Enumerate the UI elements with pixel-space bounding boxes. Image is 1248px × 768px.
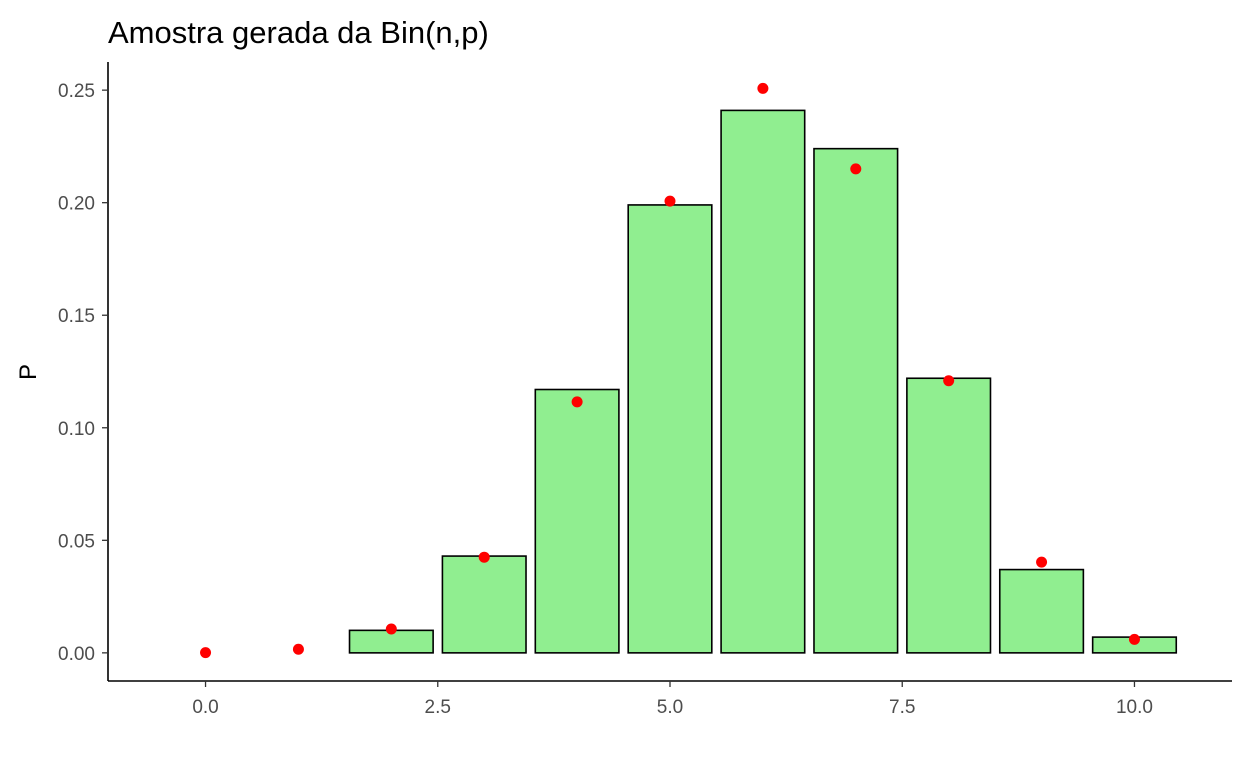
x-tick-label: 7.5: [889, 697, 915, 718]
y-tick-label: 0.00: [58, 644, 95, 665]
x-tick-label: 5.0: [657, 697, 683, 718]
point: [478, 551, 490, 563]
y-tick-label: 0.15: [58, 306, 95, 327]
bar: [534, 388, 620, 654]
point: [1128, 633, 1140, 645]
point: [385, 623, 397, 635]
bar: [813, 147, 899, 654]
point: [664, 195, 676, 207]
bar: [906, 377, 992, 654]
bar: [998, 568, 1085, 654]
point: [757, 82, 769, 94]
y-axis-label: P: [15, 364, 42, 380]
point: [850, 163, 862, 175]
x-tick-label: 0.0: [192, 697, 218, 718]
points: [200, 82, 1140, 659]
point: [943, 375, 955, 387]
point: [571, 396, 583, 408]
x-tick-label: 2.5: [425, 697, 451, 718]
bar: [627, 204, 713, 654]
y-tick-label: 0.25: [58, 81, 95, 102]
chart-title: Amostra gerada da Bin(n,p): [108, 15, 489, 50]
y-tick-label: 0.05: [58, 531, 95, 552]
point: [292, 643, 304, 655]
point: [200, 647, 212, 659]
bar: [441, 555, 527, 654]
y-tick-label: 0.20: [58, 194, 95, 215]
point: [1036, 556, 1048, 568]
x-tick-label: 10.0: [1116, 697, 1153, 718]
bar: [720, 109, 806, 654]
ticks: 0.0 2.5 5.0 7.5 10.0 0.00 0.05 0.10 0.15 0.20 0.25: [58, 81, 1153, 718]
bars: [348, 109, 1178, 654]
y-tick-label: 0.10: [58, 419, 95, 440]
